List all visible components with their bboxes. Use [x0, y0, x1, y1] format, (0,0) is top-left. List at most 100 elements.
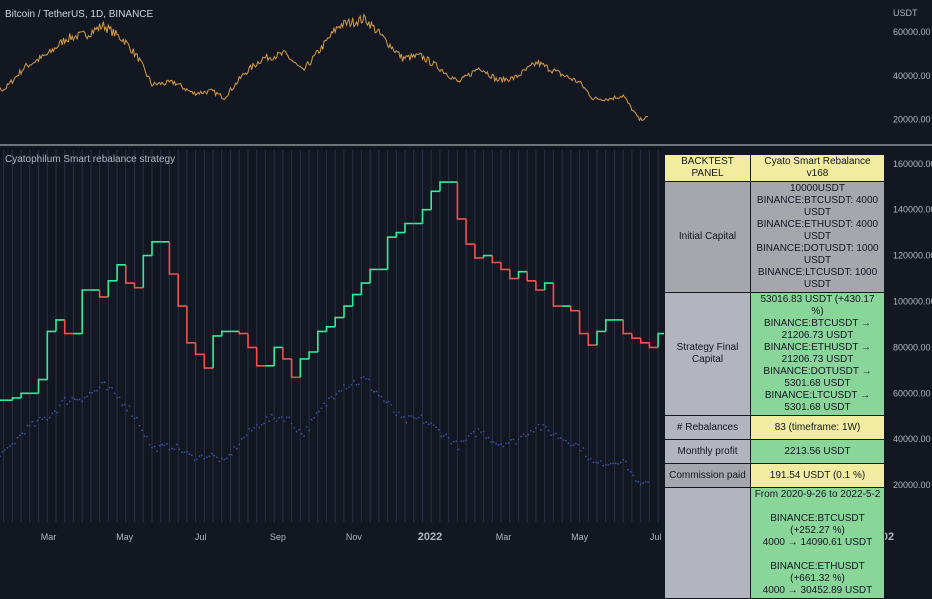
btc-dot	[240, 437, 243, 440]
equity-step	[186, 306, 196, 344]
btc-dot	[265, 416, 268, 418]
btc-dot	[607, 464, 610, 467]
btc-dot	[405, 421, 408, 424]
btc-dot	[161, 443, 163, 446]
btc-dot	[542, 423, 545, 426]
btc-dot	[328, 397, 330, 399]
btc-dot	[41, 418, 44, 421]
btc-dot	[218, 460, 221, 463]
btc-dot	[58, 404, 61, 407]
btc-dot	[500, 443, 502, 445]
btc-dot	[138, 424, 141, 427]
equity-step	[81, 289, 91, 334]
btc-dot	[253, 427, 256, 429]
btc-dot	[215, 456, 218, 459]
btc-dot	[470, 432, 472, 435]
btc-dot	[477, 428, 480, 430]
equity-step	[465, 218, 475, 245]
x-tick-label: Jul	[195, 532, 207, 542]
price-tick-label: 40000.00	[893, 71, 931, 81]
btc-dot	[6, 447, 9, 449]
period-row: From 2020-9-26 to 2022-5-2 BINANCE:BTCUS…	[664, 487, 885, 599]
btc-dot	[343, 384, 345, 386]
btc-dot	[639, 483, 642, 486]
btc-dot	[151, 446, 153, 449]
equity-step	[395, 231, 405, 238]
btc-dot	[303, 435, 305, 437]
btc-dot	[28, 425, 31, 427]
btc-dot	[86, 395, 89, 398]
btc-dot	[445, 433, 448, 436]
btc-dot	[619, 461, 622, 464]
equity-step	[299, 358, 310, 378]
btc-dot	[492, 441, 495, 444]
btc-dot	[475, 435, 477, 438]
equity-step	[474, 244, 484, 259]
btc-dot	[348, 386, 350, 388]
equity-step	[0, 399, 4, 401]
btc-dot	[614, 462, 617, 465]
btc-dot	[427, 423, 430, 426]
panel-header-row: BACKTEST PANEL Cyato Smart Rebalance v16…	[664, 154, 885, 182]
equity-step	[657, 332, 667, 348]
btc-dot	[467, 435, 470, 437]
btc-dot	[53, 410, 56, 413]
x-tick-label: Jul	[650, 532, 662, 542]
btc-dot	[609, 462, 612, 465]
equity-step	[194, 342, 205, 356]
btc-dot	[612, 462, 615, 465]
btc-dot	[602, 464, 605, 467]
equity-step	[430, 190, 440, 210]
equity-step	[247, 333, 257, 349]
btc-dot	[113, 392, 116, 395]
equity-step	[500, 262, 510, 271]
btc-dot	[383, 400, 385, 403]
btc-dot	[146, 435, 148, 438]
btc-dot	[592, 461, 595, 464]
equity-step	[596, 330, 606, 346]
btc-dot	[370, 389, 373, 391]
x-tick-label: May	[116, 532, 134, 542]
btc-dot	[288, 416, 290, 419]
btc-dot	[156, 450, 158, 452]
strategy-title[interactable]: Cyatophilum Smart rebalance strategy	[5, 154, 176, 165]
btc-dot	[395, 414, 398, 417]
equity-step	[369, 268, 379, 284]
btc-dot	[432, 424, 435, 426]
symbol-title[interactable]: Bitcoin / TetherUS, 1D, BINANCE	[5, 9, 154, 20]
equity-tick-label: 120000.00	[893, 251, 932, 261]
final-capital-label: Strategy Final Capital	[664, 292, 751, 416]
final-capital-row: Strategy Final Capital 53016.83 USDT (+4…	[664, 292, 885, 416]
btc-dot	[223, 458, 226, 461]
btc-dot	[517, 438, 520, 441]
btc-dot	[153, 445, 156, 448]
btc-dot	[417, 416, 420, 419]
btc-dot	[482, 430, 485, 433]
equity-step	[439, 181, 449, 192]
btc-dot	[315, 412, 318, 414]
btc-dot	[378, 394, 380, 397]
btc-dot	[485, 437, 487, 439]
btc-dot	[238, 443, 241, 446]
btc-dot	[410, 415, 413, 417]
equity-step	[334, 316, 344, 327]
btc-dot	[525, 435, 527, 438]
btc-dot	[285, 416, 288, 419]
btc-dot	[93, 390, 96, 392]
btc-dot	[460, 440, 462, 442]
btc-dot	[308, 429, 310, 432]
equity-step	[639, 338, 650, 344]
btc-dot	[225, 457, 228, 460]
btc-dot	[540, 429, 542, 431]
btc-dot	[213, 454, 216, 457]
btc-dot	[108, 386, 111, 389]
btc-dot	[397, 411, 400, 414]
equity-step	[570, 306, 580, 312]
btc-dot	[572, 444, 575, 447]
x-tick-label: Mar	[496, 532, 512, 542]
btc-dot	[203, 457, 206, 460]
btc-dot	[604, 463, 607, 466]
rebalances-row: # Rebalances 83 (timeframe: 1W)	[664, 415, 885, 440]
strategy-pane	[0, 150, 772, 522]
btc-dot	[106, 388, 108, 391]
